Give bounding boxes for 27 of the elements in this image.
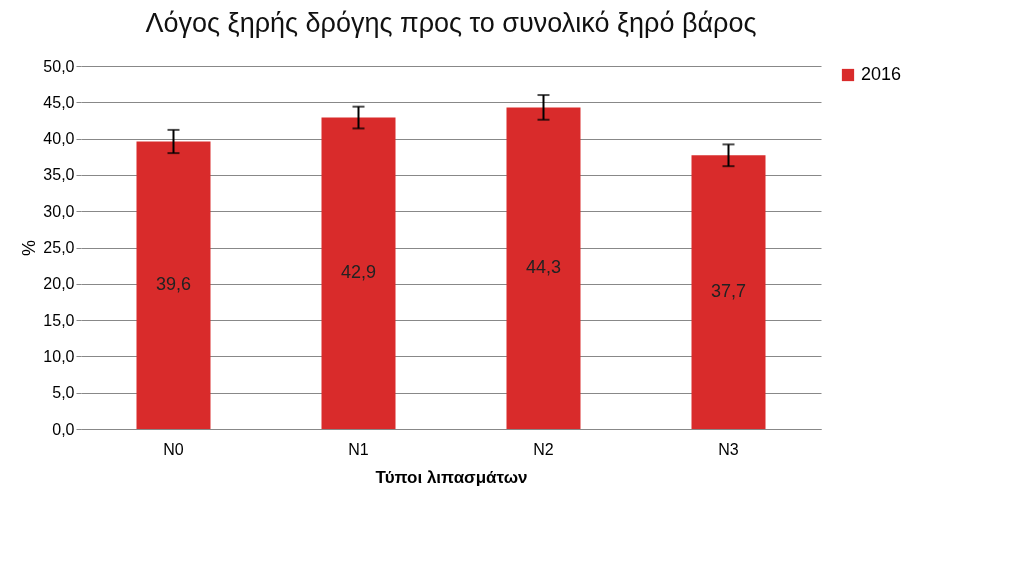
- x-tick-label: N0: [163, 440, 184, 458]
- bar: [321, 117, 396, 429]
- x-axis-title: Τύποι λιπασμάτων: [375, 467, 528, 487]
- data-label: 37,7: [710, 281, 747, 302]
- y-axis-title: %: [19, 239, 40, 257]
- y-tick-label: 15,0: [43, 311, 75, 329]
- y-tick-label: 50,0: [43, 57, 75, 75]
- y-tick-label: 5,0: [52, 384, 75, 402]
- bar: [136, 141, 211, 429]
- legend-label: 2016: [861, 64, 902, 84]
- y-tick-label: 35,0: [43, 166, 75, 184]
- x-tick-label: N1: [348, 440, 369, 458]
- y-tick-label: 45,0: [43, 93, 75, 111]
- chart-title: Λόγος ξηρής δρόγης προς το συνολικό ξηρό βάρος: [145, 8, 757, 38]
- bar: [506, 107, 581, 429]
- y-tick-label: 10,0: [43, 347, 75, 365]
- data-label: 39,6: [155, 274, 192, 295]
- x-tick-label: N3: [718, 440, 739, 458]
- y-tick-label: 30,0: [43, 202, 75, 220]
- y-tick-label: 40,0: [43, 130, 75, 148]
- y-tick-label: 20,0: [43, 275, 75, 293]
- data-label: 42,9: [340, 262, 377, 283]
- x-tick-label: N2: [533, 440, 554, 458]
- y-tick-label: 0,0: [52, 420, 75, 438]
- y-tick-label: 25,0: [43, 239, 75, 256]
- bar: [691, 155, 766, 429]
- data-label: 44,3: [525, 257, 562, 278]
